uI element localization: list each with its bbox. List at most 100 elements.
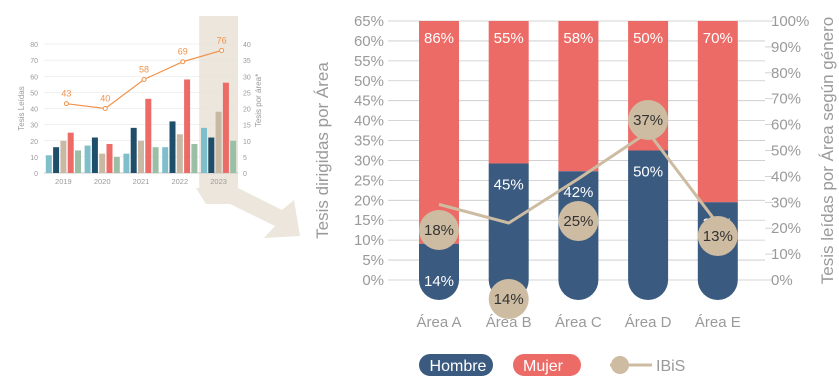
label-mujer: 50% bbox=[633, 30, 663, 47]
label-hombre: 42% bbox=[563, 184, 593, 201]
callout-shape bbox=[196, 188, 300, 238]
ytick-label: 15% bbox=[354, 212, 384, 229]
small-bar bbox=[162, 147, 169, 173]
y2tick-label: 10% bbox=[771, 246, 801, 263]
small-bar bbox=[184, 79, 191, 173]
ibis-label: 13% bbox=[703, 228, 733, 245]
small-ytick-label: 10 bbox=[30, 155, 38, 162]
ytick-label: 50% bbox=[354, 73, 384, 90]
ytick-label: 20% bbox=[354, 192, 384, 209]
small-line-label: 58 bbox=[139, 64, 149, 74]
y2tick-label: 0% bbox=[771, 272, 793, 289]
small-y2tick-label: 20 bbox=[243, 107, 251, 114]
small-ytick-label: 50 bbox=[30, 90, 38, 97]
small-ytick-label: 30 bbox=[30, 123, 38, 130]
ibis-marker bbox=[488, 279, 529, 319]
label-mujer: 70% bbox=[703, 30, 733, 47]
ytick-label: 55% bbox=[354, 53, 384, 70]
small-bar bbox=[176, 134, 183, 173]
ytick-label: 25% bbox=[354, 172, 384, 189]
ibis-label: 25% bbox=[563, 213, 593, 230]
small-bar bbox=[138, 140, 144, 173]
small-y2tick-label: 40 bbox=[243, 42, 251, 49]
label-hombre: 14% bbox=[424, 273, 454, 290]
legend-hombre-label: Hombre bbox=[430, 358, 487, 375]
small-line-point bbox=[141, 76, 147, 82]
small-line-point bbox=[219, 47, 225, 53]
legend-hombre-swatch bbox=[419, 354, 493, 376]
small-chart: 0 10 20 30 40 50 60 70 80 0 5 10 15 20 25 30 35 40 Tesis L… bbox=[17, 16, 263, 188]
small-ytick-label: 60 bbox=[30, 74, 38, 81]
small-y2tick-label: 0 bbox=[243, 171, 247, 178]
small-y2tick-label: 30 bbox=[243, 74, 251, 81]
small-xtick-label: 2019 bbox=[55, 177, 72, 186]
small-bar bbox=[201, 127, 207, 173]
small-y2tick-label: 10 bbox=[243, 139, 251, 146]
ytick-label: 60% bbox=[354, 33, 384, 50]
y2tick-label: 40% bbox=[771, 168, 801, 185]
small-bar bbox=[222, 82, 229, 173]
xtick-label: Área D bbox=[625, 314, 672, 331]
ytick-label: 35% bbox=[354, 133, 384, 150]
y2tick-label: 70% bbox=[771, 91, 801, 108]
bar-mujer bbox=[488, 21, 529, 164]
ibis-marker bbox=[419, 210, 459, 250]
small-line-point bbox=[63, 101, 69, 107]
small-bar bbox=[152, 147, 159, 173]
small-bar bbox=[84, 145, 91, 173]
ytick-label: 30% bbox=[354, 152, 384, 169]
small-bar bbox=[99, 153, 106, 173]
label-hombre: 50% bbox=[633, 164, 663, 181]
small-bar bbox=[230, 140, 237, 173]
small-line-label: 40 bbox=[100, 94, 110, 104]
legend-ibis-marker bbox=[611, 356, 629, 374]
small-line-point bbox=[102, 106, 108, 111]
small-bar bbox=[145, 98, 152, 173]
small-line-point bbox=[180, 59, 186, 65]
y2tick-label: 100% bbox=[771, 13, 809, 30]
small-bar bbox=[130, 127, 137, 173]
small-bar bbox=[191, 143, 198, 173]
ytick-label: 45% bbox=[354, 93, 384, 110]
small-line-label: 69 bbox=[178, 47, 188, 57]
small-bar bbox=[67, 132, 74, 173]
y2tick-label: 50% bbox=[771, 143, 801, 160]
small-xtick-label: 2023 bbox=[210, 177, 227, 186]
ibis-marker bbox=[558, 201, 599, 241]
y2tick-label: 30% bbox=[771, 194, 801, 211]
small-bar bbox=[91, 137, 98, 173]
xtick-label: Área A bbox=[416, 314, 461, 331]
ytick-label: 5% bbox=[362, 252, 384, 269]
small-bar bbox=[123, 153, 130, 173]
legend-mujer-label: Mujer bbox=[523, 358, 564, 375]
small-xtick-label: 2020 bbox=[94, 177, 111, 186]
small-bar bbox=[60, 140, 67, 173]
ibis-label: 14% bbox=[494, 291, 524, 308]
ibis-label: 18% bbox=[424, 222, 454, 239]
xtick-label: Área E bbox=[695, 314, 741, 331]
small-bar bbox=[75, 150, 81, 173]
y2tick-label: 60% bbox=[771, 117, 801, 134]
ytick-label: 10% bbox=[354, 232, 384, 249]
small-line-label: 43 bbox=[61, 89, 71, 99]
small-ytick-label: 0 bbox=[34, 171, 38, 178]
ytick-label: 65% bbox=[354, 13, 384, 30]
xtick-label: Área B bbox=[486, 314, 532, 331]
legend-ibis-label: IBiS bbox=[656, 358, 685, 375]
xtick-label: Área C bbox=[555, 314, 602, 331]
ibis-marker bbox=[697, 216, 738, 256]
ibis-line bbox=[438, 130, 719, 225]
bar-mujer bbox=[697, 21, 738, 203]
small-bar bbox=[53, 147, 60, 173]
label-mujer: 86% bbox=[424, 30, 454, 47]
y2tick-label: 80% bbox=[771, 65, 801, 82]
callout-arrow bbox=[196, 188, 300, 238]
ibis-label: 37% bbox=[633, 112, 663, 129]
small-y2-axis-title: Tesis por área* bbox=[254, 74, 263, 127]
main-chart: 0% 5% 10% 15% 20% 25% 30% 35% 40% 45% 50% 55% 60% 65%… bbox=[313, 13, 837, 331]
y-axis-title: Tesis dirigidas por Área bbox=[313, 62, 332, 239]
label-mujer: 58% bbox=[563, 30, 593, 47]
small-bar bbox=[45, 155, 52, 173]
label-mujer: 55% bbox=[494, 30, 524, 47]
